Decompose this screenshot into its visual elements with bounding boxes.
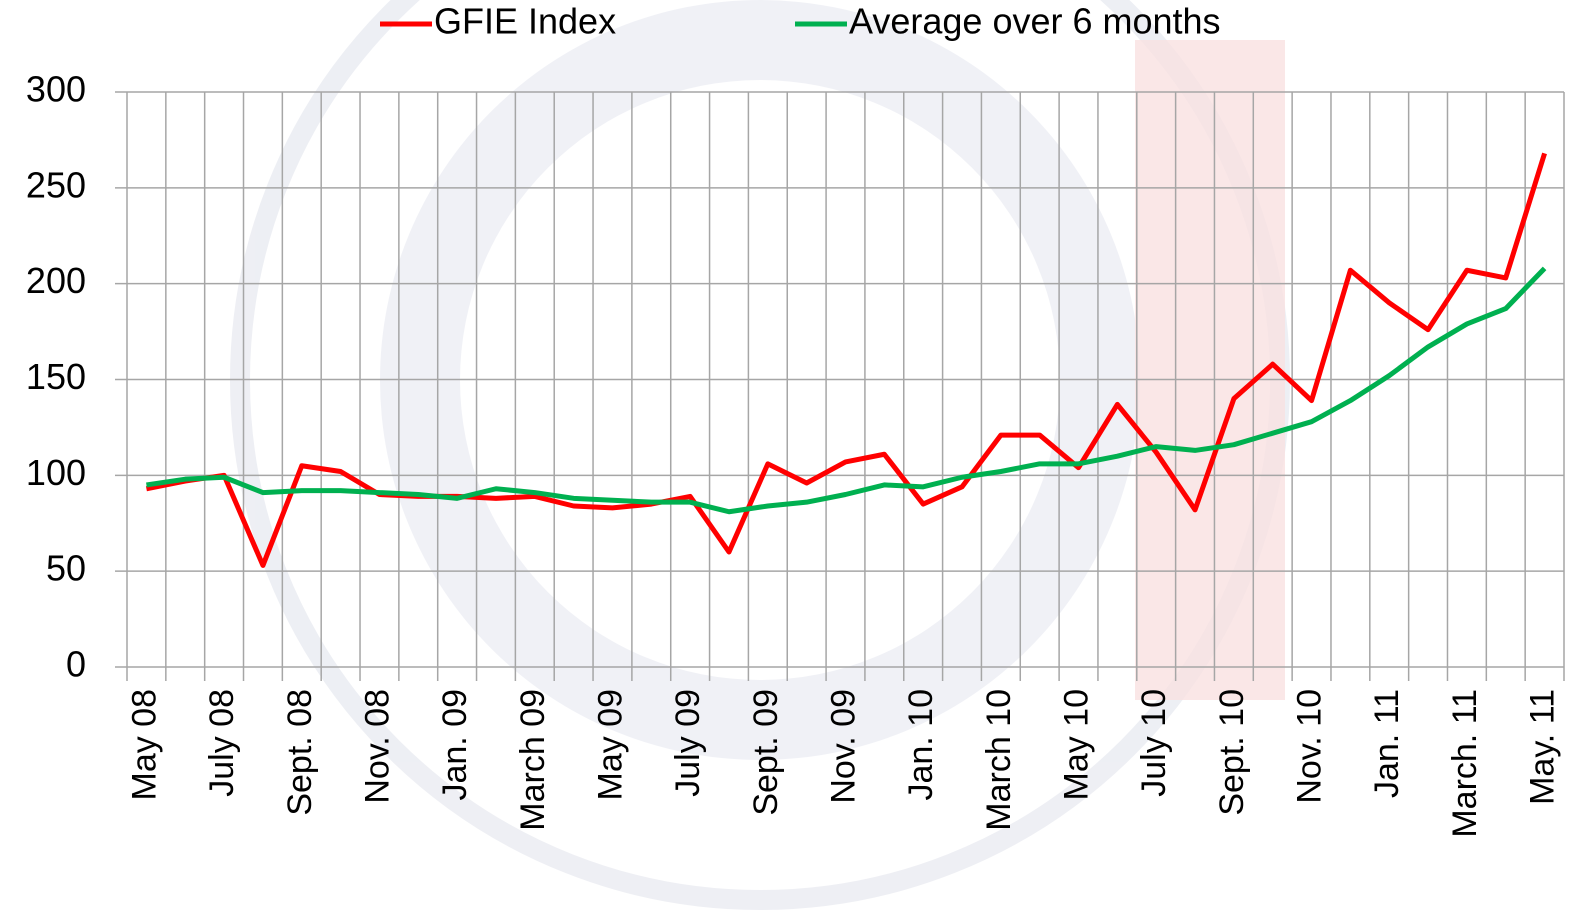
x-tick-label: March. 11 bbox=[1446, 689, 1484, 838]
x-tick-label: Nov. 10 bbox=[1291, 689, 1329, 804]
x-tick-label: Sept. 08 bbox=[281, 689, 319, 816]
y-tick-label: 200 bbox=[26, 260, 86, 301]
y-tick-label: 250 bbox=[26, 164, 86, 205]
x-tick-label: Sept. 10 bbox=[1213, 689, 1251, 816]
legend-label: Average over 6 months bbox=[849, 1, 1221, 42]
chart: 0 50 100 150 200 250 300 May 08 July 08 Sept. 08 N… bbox=[0, 0, 1593, 917]
x-tick-label: May 09 bbox=[591, 689, 629, 801]
x-tick-label: July 10 bbox=[1135, 689, 1173, 797]
x-tick-label: July 08 bbox=[203, 689, 241, 797]
x-tick-label: Jan. 11 bbox=[1368, 689, 1406, 798]
legend-label: GFIE Index bbox=[434, 1, 616, 42]
x-tick-label: Jan. 09 bbox=[436, 689, 474, 801]
x-tick-label: Sept. 09 bbox=[747, 689, 785, 816]
y-tick-label: 300 bbox=[26, 69, 86, 110]
x-tick-label: May 10 bbox=[1058, 689, 1096, 801]
x-tick-label: Jan. 10 bbox=[902, 689, 940, 801]
y-tick-label: 0 bbox=[66, 644, 86, 685]
x-tick-label: July 09 bbox=[669, 689, 707, 797]
x-tick-label: May 08 bbox=[125, 689, 163, 801]
y-tick-label: 150 bbox=[26, 356, 86, 397]
y-tick-label: 100 bbox=[26, 452, 86, 493]
x-tick-label: March 10 bbox=[980, 689, 1018, 831]
x-tick-label: Nov. 08 bbox=[358, 689, 396, 804]
x-tick-label: May. 11 bbox=[1524, 689, 1562, 805]
y-tick-label: 50 bbox=[46, 548, 86, 589]
x-tick-label: Nov. 09 bbox=[824, 689, 862, 804]
x-tick-label: March 09 bbox=[514, 689, 552, 831]
